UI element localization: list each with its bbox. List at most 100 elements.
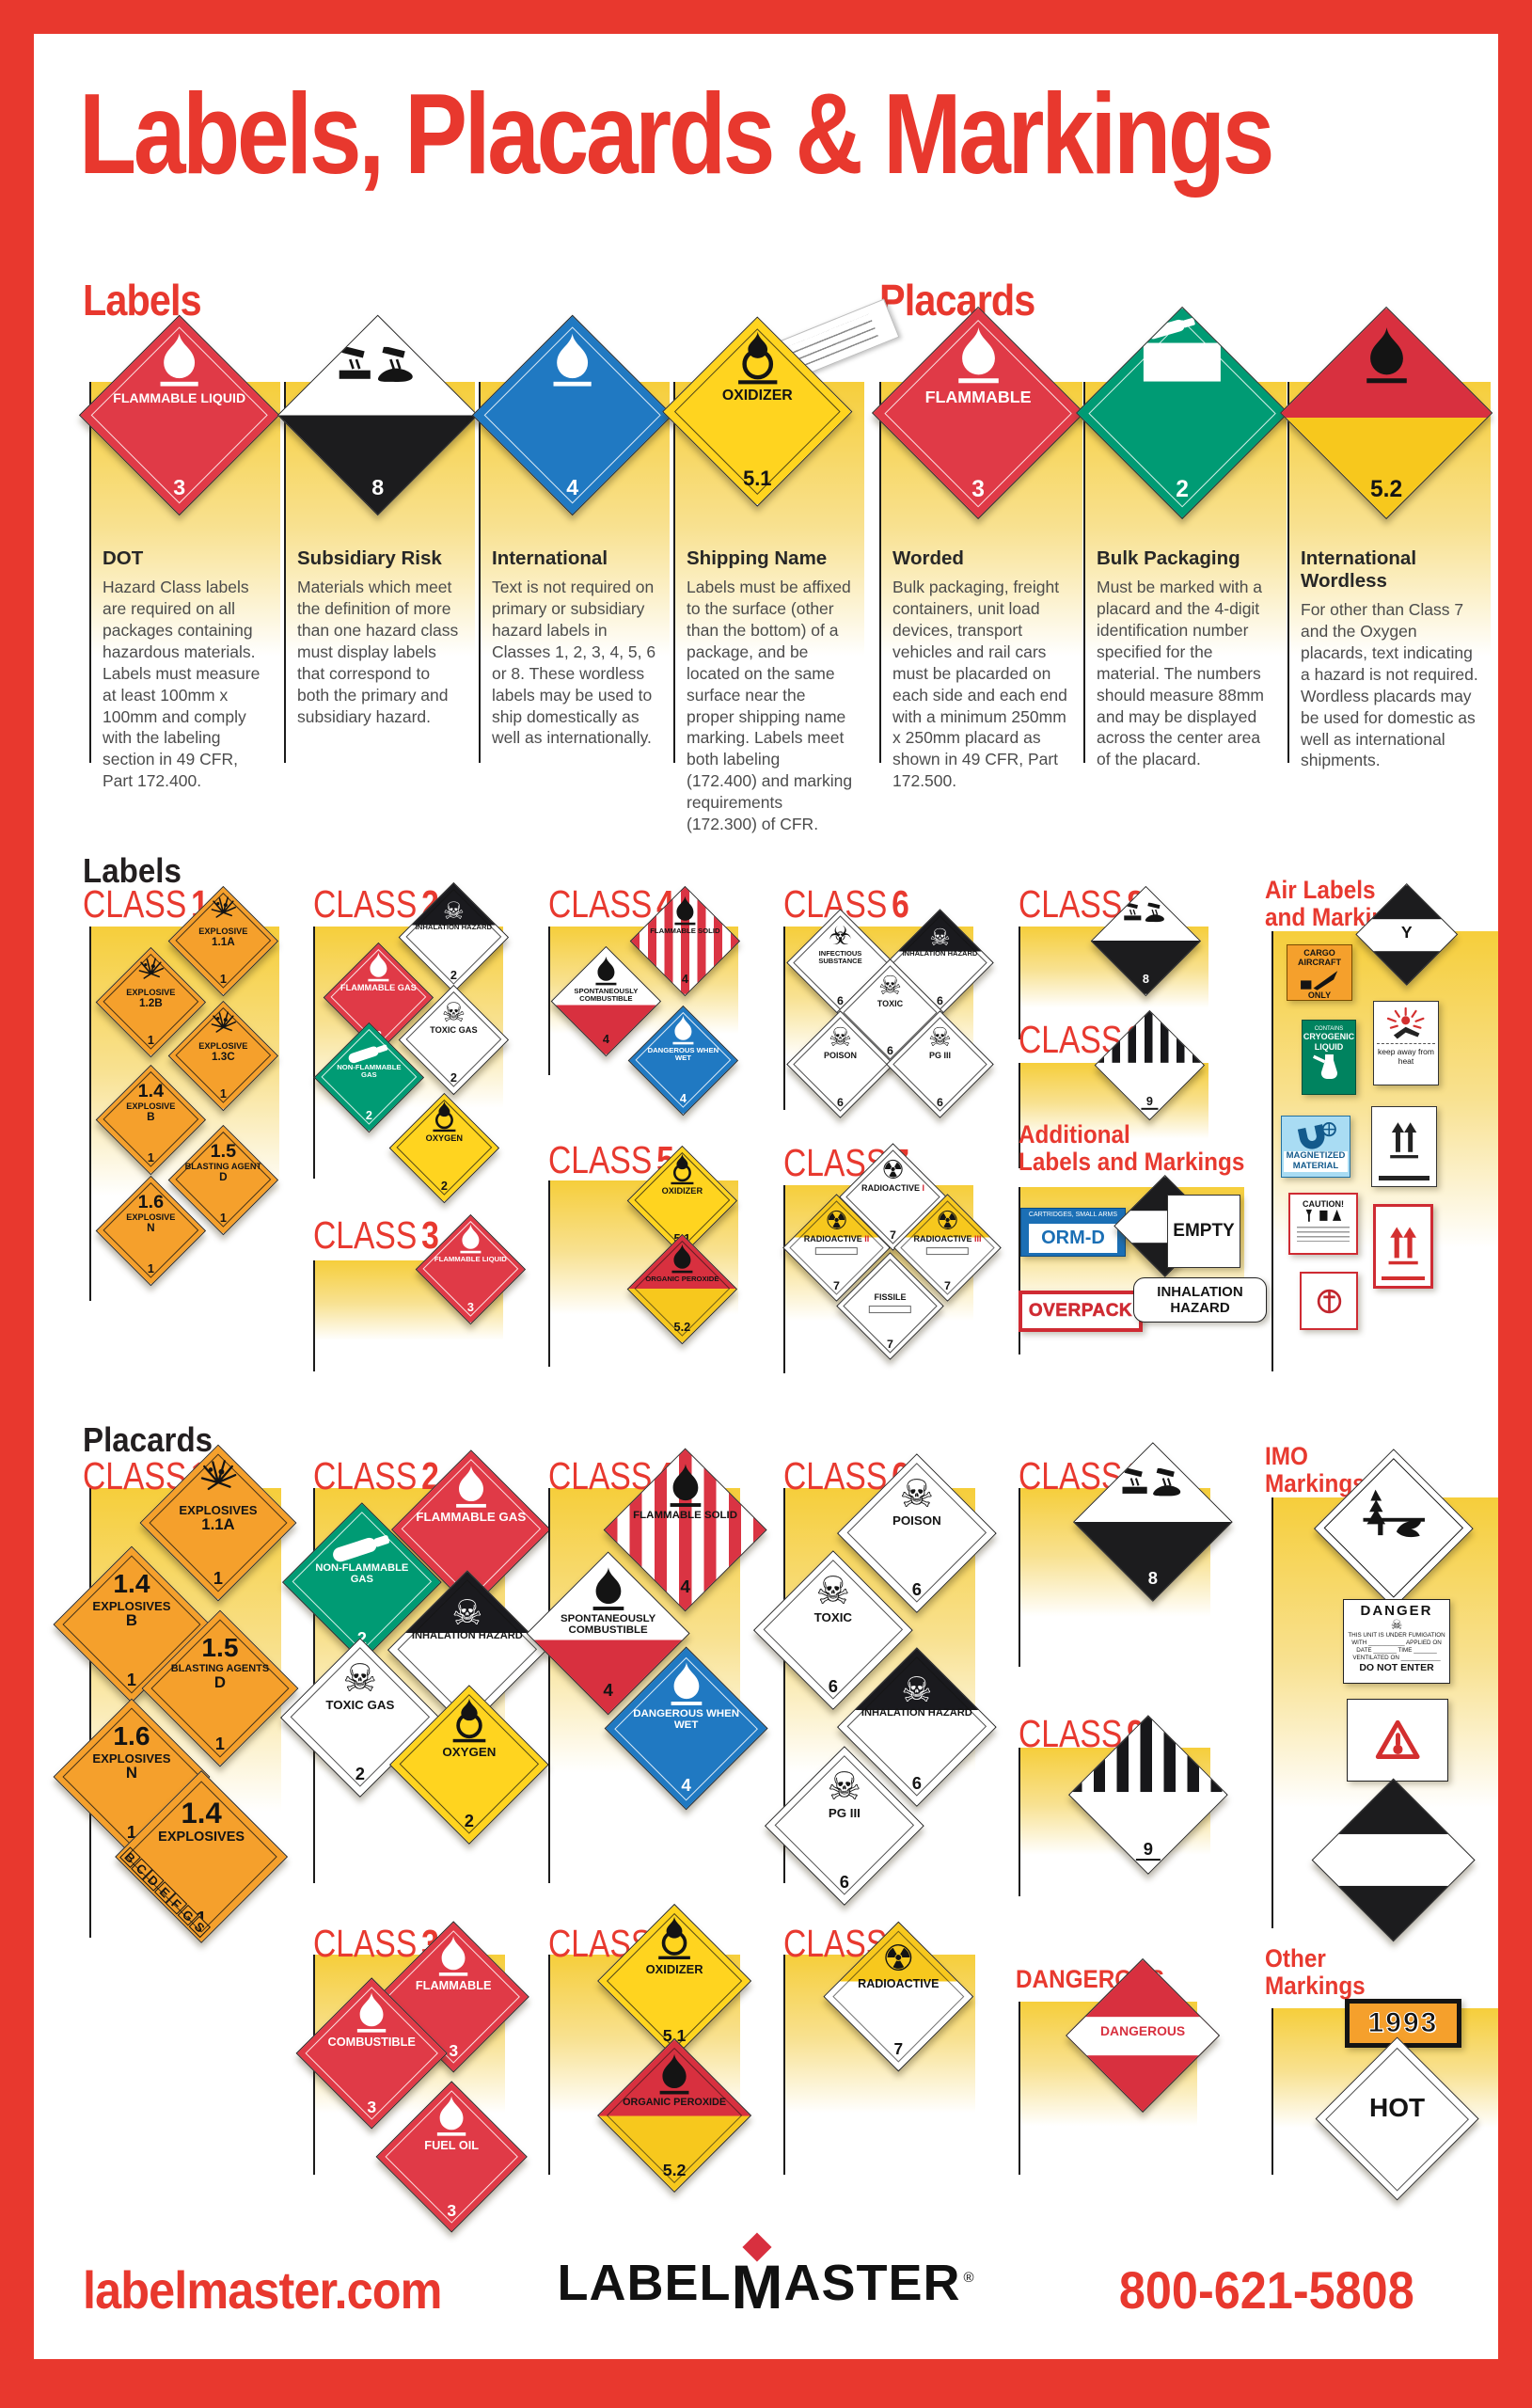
diamond-face: FLAMMABLE LIQUID 3 — [417, 1215, 524, 1323]
organic-peroxide-diamond: ORGANIC PEROXIDE 5.2 — [596, 2037, 752, 2194]
class-number: 8 — [371, 475, 385, 500]
class-word: CLASS — [313, 1454, 418, 1497]
danger-fume-text-t: DANGER — [1360, 1603, 1433, 1619]
diamond-label-text: TOXIC GAS — [325, 1698, 395, 1713]
diamond-shape: CORROSIVE 8 — [1073, 1442, 1233, 1602]
diamond-shape: ☢ RADIOACTIVE 7 — [823, 1921, 973, 2071]
class-word: CLASS — [313, 1922, 418, 1965]
flameB-icon — [606, 1450, 766, 1509]
flameB-icon — [552, 947, 659, 986]
diamond-label-text: FLAMMABLE — [415, 1977, 492, 1992]
class-number: 1 — [147, 1262, 154, 1276]
un1993-text-main: 1993 — [1367, 2007, 1439, 2039]
diamond-face: 9 — [1096, 1011, 1203, 1118]
diamond-face: HOT — [1317, 2038, 1478, 2200]
oxid-icon — [391, 1687, 547, 1743]
class-number: 5.1 — [742, 467, 772, 491]
diamond-label-text: CORROSIVE — [330, 390, 426, 409]
diamond-shape: Y — [1355, 883, 1459, 987]
flameW-icon — [417, 1215, 524, 1254]
explosive-diamond: EXPLOSIVE 1.2B 1 — [95, 946, 206, 1057]
poison-diamond: ☠ POISON 6 — [785, 1009, 894, 1118]
non-flammable-gas-diamond: NON-FLAMMABLE GAS 2 — [313, 1022, 424, 1133]
toxic-gas-diamond: ☠ TOXIC GAS 2 — [398, 984, 509, 1095]
diamond-shape: FLAMMABLE SOLID 4 — [603, 1448, 768, 1613]
flameW-icon — [629, 1006, 736, 1045]
corrosive-diamond: CORROSIVE 8 — [1073, 1442, 1233, 1602]
diamond-shape: 4 — [471, 314, 674, 517]
class-number: 3 — [447, 2201, 456, 2221]
compatibility-group: B — [125, 1611, 138, 1630]
diamond-shape: DANGEROUS — [1065, 1957, 1221, 2114]
green-diamond: 2 — [1075, 306, 1289, 520]
oxid-icon — [599, 1906, 750, 1960]
class-word: CLASS — [1019, 1712, 1123, 1755]
division-number: 1.6 — [113, 1721, 150, 1751]
diamond-label-text: FLAMMABLE LIQUID — [113, 390, 246, 406]
diamond-label-text: CORROSIVE — [1119, 927, 1172, 937]
radioactive-diamond: ☢ RADIOACTIVE 7 — [823, 1921, 973, 2071]
diamond-shape: ☠ PG III 6 — [885, 1009, 994, 1118]
diamond-label-text: RADIOACTIVE — [857, 1977, 940, 1991]
fissile-diamond: FISSILE 7 — [835, 1251, 944, 1360]
fsquare-icon — [1315, 1287, 1344, 1316]
class-number: 2 — [440, 1180, 448, 1194]
diamond-shape: 1.4EXPLOSIVES1BCDEFGS — [114, 1769, 289, 1944]
diamond-face: DANGEROUS WHEN WET 4 — [629, 1006, 736, 1114]
cylpanel-icon — [1077, 308, 1287, 383]
diamond-face: ORGANIC PEROXIDE 5.2 — [628, 1235, 735, 1342]
diamond-label-text: CORROSIVE — [1115, 1502, 1191, 1517]
class-number: 9 — [1140, 1095, 1159, 1110]
explosive-diamond: EXPLOSIVE 1.3C 1 — [167, 1000, 278, 1111]
class-number: 4 — [566, 475, 579, 500]
division-number: 1.5 — [201, 1633, 239, 1663]
diamond-face: 2 — [1077, 308, 1287, 518]
diamond-label-text: SPONTANEOUSLY COMBUSTIBLE — [574, 987, 638, 1004]
flammable-diamond: FLAMMABLE 3 — [871, 306, 1085, 520]
class-word: CLASS — [548, 1454, 653, 1497]
diamond-label-text: TOXIC GAS — [429, 1025, 478, 1036]
diamond-shape — [1311, 1778, 1477, 1943]
cryo-icon — [1312, 1053, 1346, 1081]
diamond-face: FISSILE 7 — [837, 1253, 942, 1358]
diamond-shape: OXYGEN 2 — [389, 1685, 549, 1845]
diamond-label-text: FLAMMABLE GAS — [340, 983, 417, 993]
class-number: 3 — [421, 1213, 439, 1257]
diamond-label-text: FLAMMABLE SOLID — [649, 927, 720, 936]
diamond-word: Y — [1401, 923, 1413, 943]
burst-icon — [141, 1446, 294, 1501]
explosive-diamond: EXPLOSIVE 1.1A 1 — [167, 885, 278, 996]
section-heading-labels: Labels — [83, 851, 182, 890]
diamond-face: SPONTANEOUSLY COMBUSTIBLE 4 — [528, 1553, 689, 1715]
class-word: CLASS — [83, 882, 187, 926]
diamond-shape: 1.6 EXPLOSIVE N 1 — [95, 1175, 206, 1286]
heading-line: Markings — [1265, 1972, 1366, 2001]
column-text-block: International Wordless For other than Cla… — [1301, 547, 1481, 771]
ormd-text-top: CARTRIDGES, SMALL ARMS — [1028, 1212, 1118, 1218]
column-description: Must be marked with a placard and the 4-… — [1097, 578, 1264, 769]
compatibility-group: D — [218, 1170, 228, 1183]
oxid-icon — [628, 1147, 735, 1185]
diamond-face: COMBUSTIBLE 3 — [296, 1978, 447, 2129]
column-title: Bulk Packaging — [1097, 547, 1240, 569]
flameBtop-icon — [1281, 308, 1491, 383]
diamond-face: 1.4EXPLOSIVES1 — [116, 1771, 287, 1942]
pg-iii-diamond: ☠ PG III 6 — [885, 1009, 994, 1118]
diamond-shape: ☠ POISON 6 — [785, 1009, 894, 1118]
cargo-text-l2: ONLY — [1307, 990, 1332, 1000]
diamond-face: Y — [1356, 884, 1458, 986]
orientation-arrows-icon — [1384, 1113, 1424, 1167]
diamond-label-text: RADIOACTIVE II — [803, 1233, 869, 1244]
compatibility-group: D — [213, 1672, 227, 1691]
explosive-diamond: 1.6 EXPLOSIVE N 1 — [95, 1175, 206, 1286]
diamond-shape: 5.2 — [1279, 306, 1493, 520]
danger-fume-label: DANGER ☠ THIS UNIT IS UNDER FUMIGATION WITH… — [1343, 1599, 1450, 1684]
burst-icon — [169, 1002, 276, 1040]
diamond-shape: 9 — [1068, 1715, 1228, 1875]
danger-fume-text-l1: THIS UNIT IS UNDER FUMIGATION — [1348, 1632, 1445, 1639]
column-description: Bulk packaging, freight containers, unit… — [892, 578, 1067, 791]
